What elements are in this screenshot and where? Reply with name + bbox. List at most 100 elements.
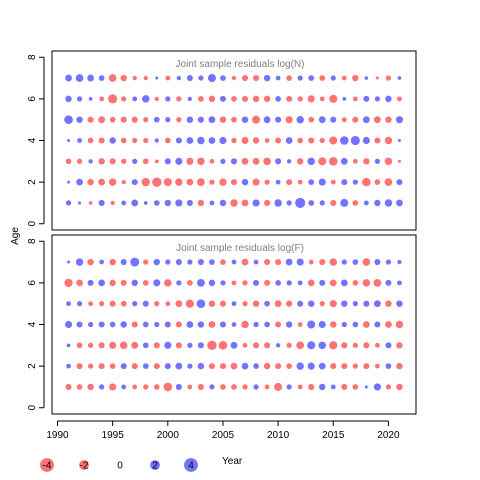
residual-bubble [109,258,116,266]
residual-bubble [143,117,149,123]
residual-bubble [197,362,205,370]
residual-bubble [208,137,216,144]
residual-bubble [143,259,149,265]
legend-bubble [40,458,54,472]
residual-bubble [164,341,172,349]
residual-bubble [219,116,227,123]
residual-bubble [340,198,349,207]
residual-bubble [153,384,160,390]
residual-bubble [263,157,271,166]
residual-bubble [264,342,271,349]
residual-bubble [385,279,392,286]
residual-bubble [186,321,194,328]
residual-bubble [132,137,138,144]
legend: -4 -2 0 2 4 [40,458,198,472]
residual-bubble [153,200,160,206]
panels-layer: Joint sample residuals log(N)02468Joint … [27,50,417,441]
residual-bubble [374,179,381,185]
residual-bubble [374,342,380,348]
residual-bubble [241,136,249,145]
residual-bubble [297,300,304,307]
residual-bubble [131,199,139,207]
residual-bubble [120,259,127,266]
residual-bubble [121,158,127,164]
residual-bubble [143,75,148,81]
residual-bubble [364,76,369,80]
residual-bubble [319,279,326,286]
residual-bubble [396,300,403,307]
residual-bubble [99,301,105,307]
residual-bubble [352,116,359,123]
residual-bubble [329,341,338,350]
residual-bubble [109,137,116,144]
panel-frame [51,50,417,231]
residual-bubble [374,96,381,102]
residual-bubble [242,342,248,348]
residual-bubble [264,138,270,143]
residual-bubble [76,301,83,307]
residual-bubble [155,76,159,80]
residual-bubble [219,199,227,207]
residual-bubble [154,321,160,328]
residual-bubble [285,258,293,266]
residual-bubble [307,362,315,370]
residual-bubble [352,280,359,286]
residual-bubble [87,383,94,391]
residual-bubble [141,177,150,187]
residual-bubble [307,157,315,166]
residual-bubble [76,363,83,370]
residual-bubble [143,137,149,144]
residual-bubble [308,137,315,144]
residual-bubble [165,301,171,307]
residual-bubble [275,96,281,102]
legend-item: -2 [79,460,89,472]
residual-bubble [330,363,337,370]
residual-bubble [252,115,261,124]
residual-bubble [374,199,381,207]
residual-bubble [187,259,193,265]
residual-bubble [165,259,171,265]
residual-bubble [274,300,282,308]
y-tick-label: 6 [27,280,38,286]
residual-bubble [241,157,249,165]
residual-bubble [175,199,183,207]
residual-bubble [120,321,127,328]
residual-bubble [253,321,259,328]
residual-bubble [330,321,337,328]
residual-bubble [397,96,402,102]
residual-bubble [363,363,370,370]
residual-bubble [340,136,349,145]
residual-bubble [330,199,337,206]
legend-bubble [79,460,89,470]
residual-bubble [186,137,194,144]
residual-bubble [396,362,403,370]
residual-bubble [352,384,359,390]
x-tick-label: 2015 [322,430,345,441]
residual-bubble [330,75,336,81]
residual-bubble [163,382,173,392]
residual-bubble [384,157,393,166]
residual-bubble [308,259,314,265]
legend-label: 2 [152,461,158,472]
residual-bubble [208,95,216,103]
residual-bubble [88,301,94,307]
residual-bubble [231,75,237,81]
residual-bubble [108,178,117,186]
residual-bubble [275,363,282,370]
residual-bubble [165,117,171,123]
residual-bubble [175,178,183,186]
residual-bubble [87,178,94,186]
residual-bubble [175,300,183,308]
residual-bubble [230,199,238,207]
residual-bubble [318,341,326,350]
residual-bubble [186,199,193,206]
residual-bubble [109,341,117,349]
residual-bubble [65,383,72,390]
residual-bubble [342,97,347,101]
residual-bubble [153,363,160,370]
residual-bubble [253,363,259,369]
residual-bubble [164,137,171,144]
residual-bubble [319,259,326,266]
residual-bubble [287,159,292,164]
x-tick-label: 2000 [157,430,180,441]
